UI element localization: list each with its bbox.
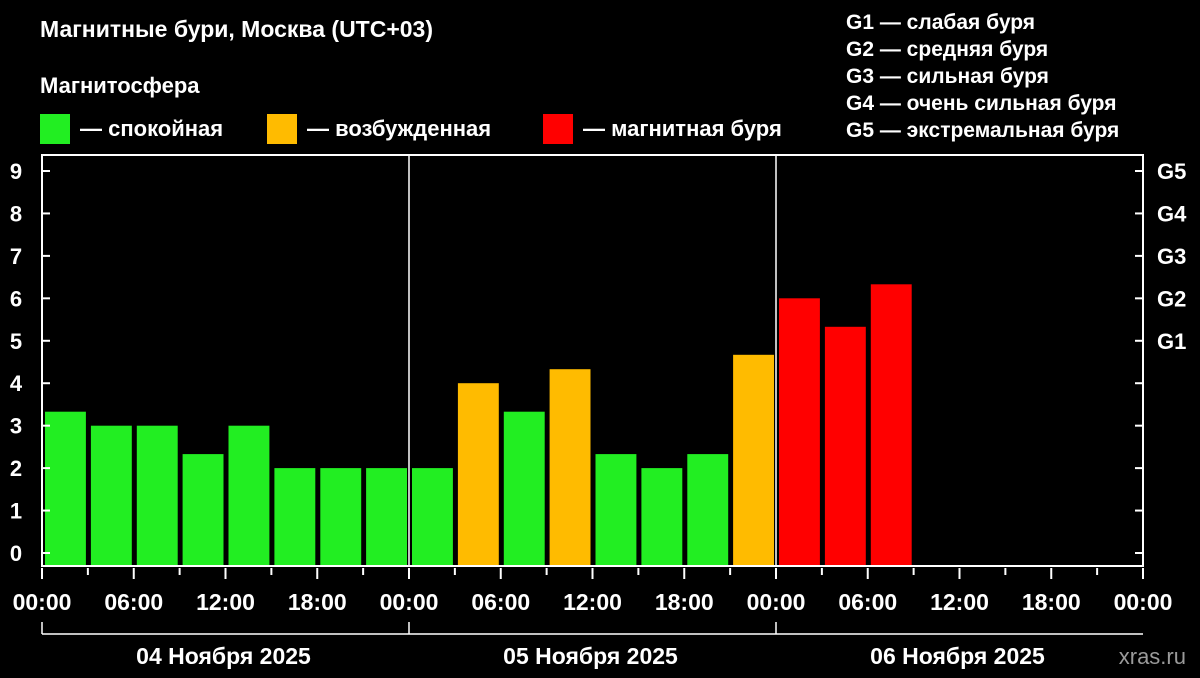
legend-label-excited: — возбужденная (307, 116, 492, 141)
y-tick-label-3: 3 (10, 414, 22, 439)
x-tick-label-0: 00:00 (13, 589, 72, 615)
legend-swatch-excited (267, 114, 297, 144)
legend-label-storm: — магнитная буря (583, 116, 782, 141)
y-tick-label-4: 4 (10, 371, 23, 396)
bar-16 (779, 298, 820, 565)
bar-3 (182, 454, 224, 565)
x-tick-label-12: 00:00 (1114, 589, 1173, 615)
x-tick-label-1: 06:00 (104, 589, 163, 615)
bar-8 (412, 468, 453, 565)
bar-0 (45, 411, 86, 565)
x-tick-label-6: 12:00 (563, 589, 622, 615)
bar-12 (595, 454, 637, 565)
legend-swatch-storm (543, 114, 573, 144)
watermark: xras.ru (1118, 644, 1186, 669)
legend-item-storm: — магнитная буря (543, 114, 782, 144)
bar-2 (136, 425, 178, 565)
x-tick-label-3: 18:00 (288, 589, 347, 615)
y-tick-label-7: 7 (10, 244, 22, 269)
bar-10 (503, 411, 545, 565)
right-tick-label-2: G3 (1157, 244, 1186, 269)
legend-item-excited: — возбужденная (267, 114, 491, 144)
plot-frame (41, 154, 1144, 567)
y-tick-label-2: 2 (10, 456, 22, 481)
bar-18 (870, 284, 912, 565)
bar-13 (641, 468, 683, 565)
x-tick-label-7: 18:00 (655, 589, 714, 615)
day-label-1: 05 Ноября 2025 (503, 643, 678, 669)
g-legend-g5: G5 — экстремальная буря (846, 119, 1120, 142)
bar-9 (457, 383, 499, 565)
bar-4 (228, 425, 270, 565)
y-tick-label-9: 9 (10, 159, 22, 184)
right-tick-label-0: G1 (1157, 329, 1186, 354)
x-tick-label-2: 12:00 (196, 589, 255, 615)
legend-item-calm: — спокойная (40, 114, 223, 144)
bar-1 (90, 425, 132, 565)
bar-7 (366, 468, 407, 565)
bar-15 (733, 354, 774, 565)
x-tick-label-10: 12:00 (930, 589, 989, 615)
right-tick-label-3: G4 (1157, 201, 1187, 226)
y-tick-label-6: 6 (10, 286, 22, 311)
y-tick-label-5: 5 (10, 329, 22, 354)
right-tick-label-4: G5 (1157, 159, 1186, 184)
bar-11 (549, 369, 591, 565)
bar-17 (824, 326, 866, 565)
bar-14 (687, 454, 729, 565)
legend-swatch-calm (40, 114, 70, 144)
x-tick-label-8: 00:00 (747, 589, 806, 615)
day-label-2: 06 Ноября 2025 (870, 643, 1045, 669)
x-tick-label-11: 18:00 (1022, 589, 1081, 615)
day-label-0: 04 Ноября 2025 (136, 643, 311, 669)
g-legend-g4: G4 — очень сильная буря (846, 92, 1117, 115)
legend-label-calm: — спокойная (80, 116, 224, 141)
legend-title: Магнитосфера (40, 73, 200, 98)
y-tick-label-0: 0 (10, 541, 22, 566)
bar-5 (274, 468, 316, 565)
right-tick-label-1: G2 (1157, 286, 1186, 311)
y-tick-label-1: 1 (10, 499, 22, 524)
x-tick-label-5: 06:00 (471, 589, 530, 615)
x-tick-label-9: 06:00 (838, 589, 897, 615)
chart-title: Магнитные бури, Москва (UTC+03) (40, 16, 434, 42)
x-tick-label-4: 00:00 (380, 589, 439, 615)
y-tick-label-8: 8 (10, 201, 22, 226)
g-legend-g3: G3 — сильная буря (846, 65, 1049, 88)
g-legend-g2: G2 — средняя буря (846, 38, 1049, 61)
bar-6 (320, 468, 362, 565)
storm-level-legend: G1 — слабая буря G2 — средняя буря G3 — … (846, 9, 1119, 144)
g-legend-g1: G1 — слабая буря (846, 11, 1036, 34)
